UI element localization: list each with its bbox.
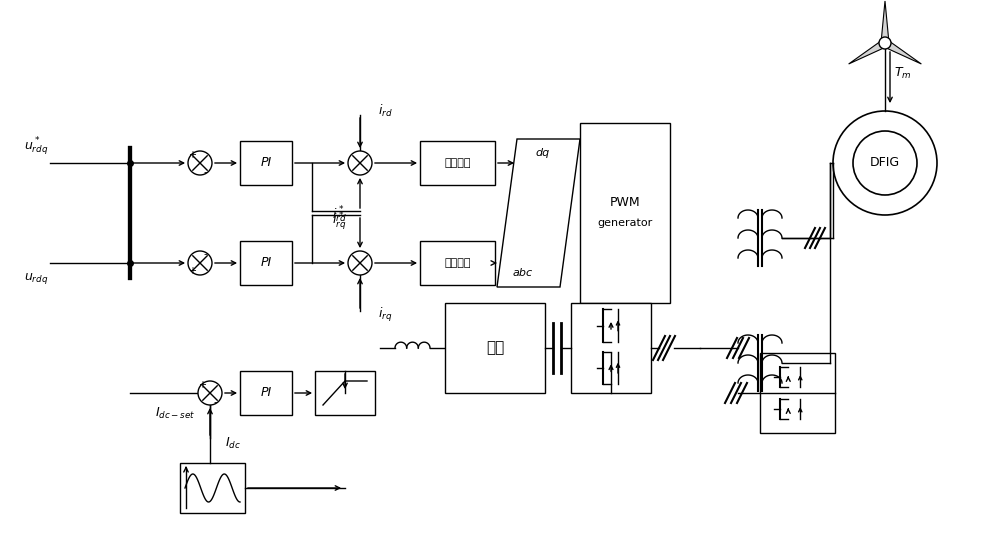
Text: abc: abc: [512, 268, 532, 278]
Bar: [240, 141, 292, 185]
Bar: [240, 371, 292, 415]
Text: dq: dq: [535, 148, 549, 158]
Text: $i^*_{rq}$: $i^*_{rq}$: [332, 210, 346, 232]
Text: 斩波: 斩波: [486, 341, 504, 356]
Text: PI: PI: [260, 256, 272, 270]
Circle shape: [348, 251, 372, 275]
Circle shape: [348, 151, 372, 175]
Text: $I_{dc-set}$: $I_{dc-set}$: [155, 406, 195, 421]
Bar: [180, 463, 245, 513]
Text: generator: generator: [597, 218, 653, 228]
Bar: [571, 303, 651, 393]
Bar: [315, 371, 375, 415]
Bar: [420, 241, 495, 285]
Bar: [760, 353, 835, 433]
Text: $u_{rdq}$: $u_{rdq}$: [24, 271, 48, 287]
Polygon shape: [849, 39, 887, 64]
Text: 内模控制: 内模控制: [444, 258, 471, 268]
Text: $T_m$: $T_m$: [894, 66, 912, 80]
Text: $i^*_{rd}$: $i^*_{rd}$: [332, 205, 347, 225]
Text: -: -: [213, 397, 217, 407]
Text: +: +: [198, 380, 206, 390]
Polygon shape: [883, 39, 921, 64]
Text: +: +: [188, 150, 196, 160]
Text: -: -: [203, 167, 207, 177]
Text: -: -: [203, 249, 207, 259]
Text: PI: PI: [260, 386, 272, 400]
Polygon shape: [881, 1, 889, 43]
Bar: [420, 141, 495, 185]
Circle shape: [879, 37, 891, 49]
Text: $u^*_{rdq}$: $u^*_{rdq}$: [24, 136, 48, 158]
Text: PI: PI: [260, 157, 272, 169]
Text: +: +: [188, 266, 196, 276]
Text: $i_{rd}$: $i_{rd}$: [378, 103, 393, 119]
Circle shape: [188, 151, 212, 175]
Bar: [240, 241, 292, 285]
Text: PWM: PWM: [610, 197, 640, 209]
Text: $i_{rq}$: $i_{rq}$: [378, 306, 392, 324]
Polygon shape: [497, 139, 580, 287]
Bar: [580, 123, 670, 303]
Circle shape: [198, 381, 222, 405]
Bar: [445, 303, 545, 393]
Text: $I_{dc}$: $I_{dc}$: [225, 435, 241, 450]
Text: DFIG: DFIG: [870, 157, 900, 169]
Circle shape: [188, 251, 212, 275]
Text: 内模控制: 内模控制: [444, 158, 471, 168]
